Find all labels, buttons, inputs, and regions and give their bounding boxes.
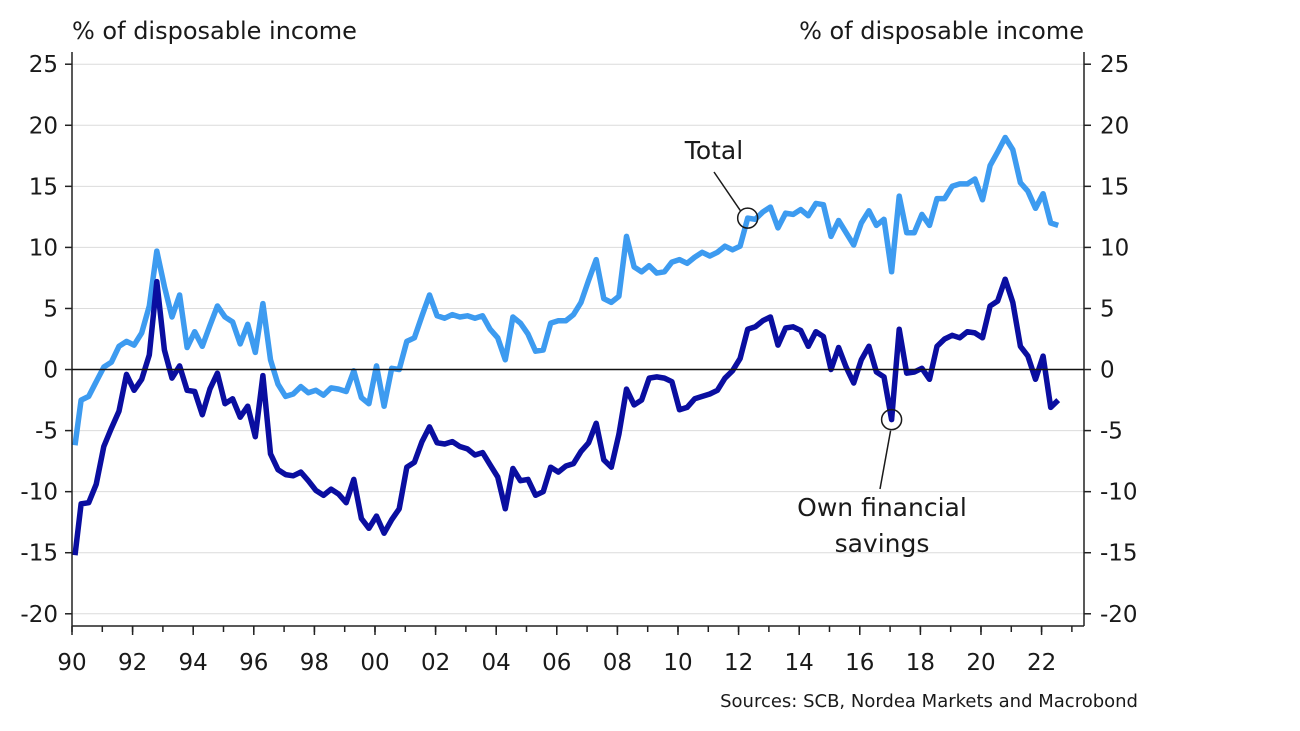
gridlines <box>72 63 1084 615</box>
y-tick-label: -5 <box>1100 419 1123 445</box>
x-tick-label: 12 <box>724 650 753 676</box>
y-tick-label: 15 <box>1100 174 1129 200</box>
y-tick-label: -10 <box>20 480 58 506</box>
x-tick-label: 20 <box>966 650 995 676</box>
y-tick-label: -15 <box>1100 541 1138 567</box>
x-tick-label: 04 <box>482 650 511 676</box>
x-tick-label: 98 <box>300 650 329 676</box>
y-tick-label: 25 <box>1100 52 1129 78</box>
y-tick-label: 20 <box>1100 113 1129 139</box>
marker-circle-total <box>736 207 759 229</box>
annotations: Total Own financial savings <box>684 136 967 558</box>
y-tick-label: -5 <box>35 419 58 445</box>
y-ticks-left: 25 20 15 10 5 0 -5 -10 -15 -20 <box>20 52 72 628</box>
x-tick-label: 16 <box>845 650 874 676</box>
y-tick-label: 0 <box>43 358 58 384</box>
axes <box>71 52 1085 627</box>
series-lines <box>72 134 1061 556</box>
x-tick-label: 02 <box>421 650 450 676</box>
y-tick-label: -20 <box>20 602 58 628</box>
y-tick-label: 15 <box>29 174 58 200</box>
x-ticks: 90 92 94 96 98 00 02 04 06 08 10 12 14 16 18 20 22 <box>57 626 1073 676</box>
y-tick-label: -10 <box>1100 480 1138 506</box>
source-note: Sources: SCB, Nordea Markets and Macrobo… <box>720 691 1138 712</box>
y-ticks-right: 25 20 15 10 5 0 -5 -10 -15 -20 <box>1084 52 1138 628</box>
x-tick-label: 14 <box>785 650 814 676</box>
annotation-total: Total <box>684 136 743 165</box>
y-tick-label: 10 <box>1100 235 1129 261</box>
x-tick-label: 06 <box>542 650 571 676</box>
marker-circle-own <box>880 408 903 431</box>
x-tick-label: 08 <box>603 650 632 676</box>
x-tick-label: 90 <box>57 650 86 676</box>
x-tick-label: 00 <box>360 650 389 676</box>
x-tick-label: 96 <box>239 650 268 676</box>
annotation-own-line2: savings <box>835 529 930 558</box>
x-tick-label: 94 <box>179 650 208 676</box>
series-line-total <box>72 134 1060 446</box>
x-tick-label: 22 <box>1027 650 1056 676</box>
series-line-own <box>72 276 1061 556</box>
y-tick-label: 0 <box>1100 358 1115 384</box>
x-tick-label: 10 <box>663 650 692 676</box>
y-tick-label: 25 <box>29 52 58 78</box>
y-tick-label: 20 <box>29 113 58 139</box>
y-tick-label: 5 <box>1100 296 1115 322</box>
y-unit-right: % of disposable income <box>799 17 1084 45</box>
annotation-own-line1: Own financial <box>797 493 967 522</box>
leader-line-total <box>713 171 742 212</box>
x-tick-label: 92 <box>118 650 147 676</box>
y-unit-left: % of disposable income <box>72 17 357 45</box>
y-tick-label: -15 <box>20 541 58 567</box>
y-tick-label: -20 <box>1100 602 1138 628</box>
y-tick-label: 5 <box>43 296 58 322</box>
x-tick-label: 18 <box>906 650 935 676</box>
leader-line-own <box>879 430 892 490</box>
y-tick-label: 10 <box>29 235 58 261</box>
